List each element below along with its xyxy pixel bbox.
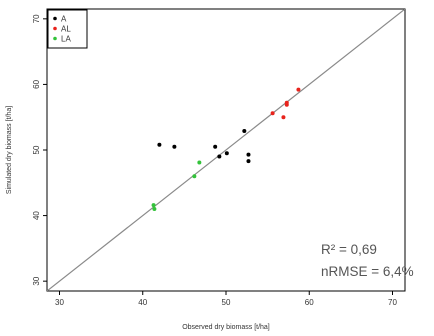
legend-label-la: LA [61,35,71,44]
x-tick-label: 70 [388,298,397,307]
data-point-la [152,207,157,212]
x-tick-label: 40 [138,298,147,307]
data-point-a [217,154,222,159]
legend-marker-a [53,16,57,21]
data-point-a [157,142,162,147]
data-point-a [172,144,177,149]
data-point-la [197,160,202,165]
identity-reference-line [47,9,405,291]
r-squared-annotation: R² = 0,69 [321,242,377,257]
data-point-a [224,151,229,156]
nrmse-annotation: nRMSE = 6,4% [321,264,414,279]
y-tick-label: 40 [32,211,41,220]
data-point-al [284,100,289,105]
data-point-a [213,144,218,149]
x-tick-label: 60 [305,298,314,307]
y-tick-label: 60 [32,79,41,88]
data-point-a [242,128,247,133]
x-tick-label: 30 [55,298,64,307]
legend-label-a: A [61,15,67,24]
legend-marker-la [53,36,57,41]
x-tick-label: 50 [222,298,231,307]
x-axis-title: Observed dry biomass [t/ha] [182,324,270,331]
y-axis: 30 40 50 60 70 [32,14,47,286]
data-point-la [192,174,197,179]
data-point-al [281,115,286,120]
y-tick-label: 70 [32,14,41,23]
data-point-la [151,203,156,208]
data-point-a [246,159,251,164]
data-points [151,87,301,212]
legend-marker-al [53,26,57,31]
y-tick-label: 50 [32,145,41,154]
data-point-a [246,152,251,157]
legend: A AL LA [47,9,88,49]
data-point-al [270,111,275,116]
x-axis: 30 40 50 60 70 [55,291,398,307]
y-axis-title: Simulated dry biomass [t/ha] [6,106,13,194]
data-point-al [296,87,301,92]
y-tick-label: 30 [32,276,41,285]
legend-label-al: AL [61,25,71,34]
